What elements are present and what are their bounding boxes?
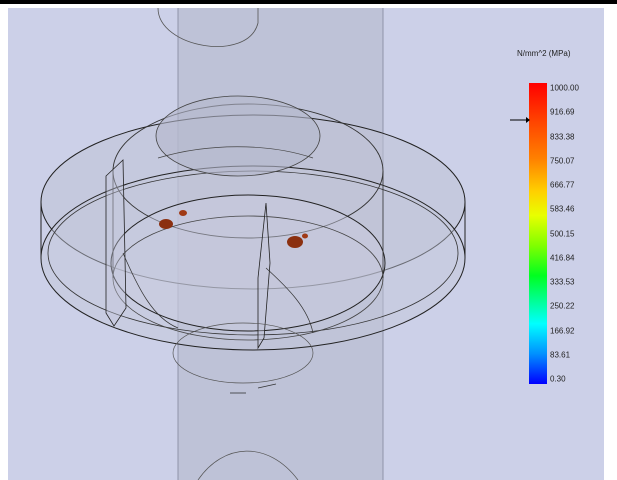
legend-tick: 916.69	[550, 107, 575, 117]
hotspot-right-small	[302, 233, 308, 239]
legend-tick: 833.38	[550, 132, 575, 141]
shaft-bottom-arc	[197, 450, 299, 480]
legend-unit-label: N/mm^2 (MPa)	[517, 49, 571, 58]
legend-tick: 0.30	[550, 374, 566, 384]
legend-arrow-icon	[510, 117, 530, 123]
legend-tick: 250.22	[550, 301, 575, 311]
shaft-top-hole	[157, 8, 259, 47]
legend-tick: 83.61	[550, 350, 571, 360]
slot-right	[257, 202, 271, 350]
shaft-section-top	[155, 95, 321, 177]
legend-tick: 583.46	[550, 204, 575, 214]
shaft-lower-hole	[172, 322, 314, 384]
legend-tick: 416.84	[550, 253, 575, 263]
hotspot-left	[159, 219, 173, 229]
stress-model-render	[40, 8, 466, 480]
legend-tick: 750.07	[550, 156, 575, 166]
shaft-curve	[157, 146, 314, 159]
legend-tick: 500.15	[550, 229, 575, 238]
window-top-border	[0, 0, 617, 4]
legend-tick: 1000.00	[550, 83, 579, 93]
hotspot-left-small	[179, 210, 187, 216]
bore-mid	[110, 194, 386, 332]
legend-tick: 333.53	[550, 277, 575, 287]
slot-left	[105, 159, 127, 327]
slot-curve-right	[265, 267, 314, 334]
legend-tick: 666.77	[550, 180, 575, 190]
model-viewport[interactable]: N/mm^2 (MPa) 1000.00 916.69 833.38 750.0…	[8, 8, 604, 480]
stress-color-scale	[529, 83, 547, 384]
legend-tick: 166.92	[550, 326, 575, 335]
dash-2	[257, 383, 277, 389]
slot-curve-left	[122, 252, 179, 329]
hotspot-right	[287, 236, 303, 248]
